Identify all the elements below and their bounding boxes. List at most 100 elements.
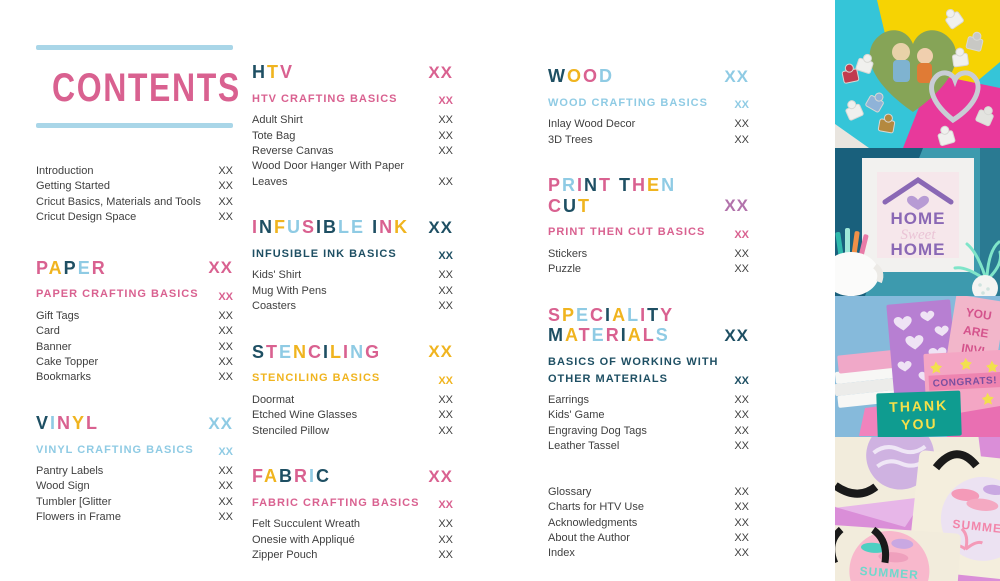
- toc-entry: Etched Wine Glasses XX: [252, 408, 453, 423]
- back-matter-list: Glossary XX Charts for HTV Use XX Acknowledg…: [548, 485, 749, 562]
- section-subtitle-row: PAPER CRAFTING BASICS XX: [36, 286, 233, 303]
- toc-entry-page: XX: [218, 480, 233, 493]
- toc-entry-page: XX: [218, 309, 233, 322]
- toc-entry-label: Onesie with Appliqué: [252, 533, 355, 546]
- toc-entry-label: Banner: [36, 340, 72, 353]
- toc-entry: Introduction XX: [36, 164, 233, 179]
- photo-greeting-cards: YOU ARE INVI CONGRATS! THA: [835, 296, 1000, 437]
- section-subtitle: WOOD CRAFTING BASICS: [548, 96, 708, 109]
- toc-entry: Mug With Pens XX: [252, 284, 453, 299]
- toc-entry-label: Doormat: [252, 393, 295, 406]
- section-subtitle-row: HTV CRAFTING BASICS XX: [252, 91, 453, 108]
- toc-entry-page: XX: [438, 424, 453, 437]
- toc-entry-page: XX: [734, 263, 749, 276]
- section-title-page: XX: [428, 466, 453, 486]
- toc-entry-page: XX: [438, 533, 453, 546]
- toc-entry-label: Glossary: [548, 485, 592, 498]
- toc-entry-page: XX: [438, 129, 453, 142]
- toc-entry: Stenciled Pillow XX: [252, 424, 453, 439]
- toc-section-vinyl: VINYL XX VINYL CRAFTING BASICS XX Pantry Lab…: [36, 413, 233, 526]
- toc-entry-page: XX: [438, 175, 453, 188]
- toc-entry-label: Flowers in Frame: [36, 511, 121, 524]
- toc-entry-label: Wood Sign: [36, 480, 90, 493]
- toc-entry: Reverse Canvas XX: [252, 144, 453, 159]
- section-heading-row: SPECIALITY MATERIALS XX: [548, 305, 749, 346]
- toc-entry-page: XX: [218, 511, 233, 524]
- toc-entry-page: XX: [218, 211, 233, 224]
- toc-entry-page: XX: [218, 495, 233, 508]
- toc-entry-page: XX: [734, 531, 749, 544]
- section-title-page: XX: [208, 413, 233, 433]
- section-subtitle-page: XX: [438, 250, 453, 263]
- frame-text-sweet: Sweet: [901, 227, 937, 243]
- section-subtitle-row: PRINT THEN CUT BASICS XX: [548, 224, 749, 241]
- photo-heart-puzzle: [835, 0, 1000, 148]
- toc-entry: 3D Trees XX: [548, 133, 749, 148]
- heart-photo-icon: [869, 30, 957, 113]
- section-subtitle-row: INFUSIBLE INK BASICS XX: [252, 246, 453, 263]
- section-subtitle-page: XX: [438, 499, 453, 512]
- toc-entry: Tote Bag XX: [252, 129, 453, 144]
- toc-entry-page: XX: [734, 547, 749, 560]
- toc-entry-label: Tumbler [Glitter: [36, 495, 112, 508]
- toc-entry-label: Zipper Pouch: [252, 549, 318, 562]
- toc-entry: Wood Door Hanger With Paper Leaves XX: [252, 159, 453, 190]
- toc-entry: Earrings XX: [548, 393, 749, 408]
- toc-entry-label: Card: [36, 325, 60, 338]
- toc-entry-page: XX: [218, 195, 233, 208]
- toc-entry-page: XX: [438, 284, 453, 297]
- section-title-page: XX: [428, 62, 453, 82]
- section-title: WOOD: [548, 66, 615, 86]
- section-heading-row: HTV XX: [252, 62, 453, 83]
- toc-entry: Glossary XX: [548, 485, 749, 500]
- toc-entry-label: Kids' Game: [548, 409, 605, 422]
- toc-entry-page: XX: [734, 440, 749, 453]
- heart-icon: [907, 195, 929, 210]
- toc-entry-label: Charts for HTV Use: [548, 501, 644, 514]
- toc-column-1-sections: PAPER XX PAPER CRAFTING BASICS XX Gift Tags X…: [36, 258, 233, 526]
- toc-entry-label: Leather Tassel: [548, 440, 620, 453]
- toc-entry: Gift Tags XX: [36, 309, 233, 324]
- roof-icon: [882, 176, 954, 205]
- congrats-banner: [928, 372, 1000, 391]
- toc-entry: Leather Tassel XX: [548, 439, 749, 454]
- toc-entry-label: Stickers: [548, 247, 588, 260]
- tote-bag-bottom: SUMMER: [835, 524, 961, 581]
- section-subtitle: PAPER CRAFTING BASICS: [36, 288, 199, 301]
- toc-entry-label: Engraving Dog Tags: [548, 424, 647, 437]
- toc-entry-label: Cricut Basics, Materials and Tools: [36, 195, 201, 208]
- toc-section-infusible-ink: INFUSIBLE INK XX INFUSIBLE INK BASICS XX Kid…: [252, 217, 453, 314]
- toc-entry-label: Earrings: [548, 394, 589, 407]
- toc-entry: Cricut Basics, Materials and Tools XX: [36, 195, 233, 210]
- page-title: CONTENTS: [52, 66, 241, 110]
- section-heading-row: INFUSIBLE INK XX: [252, 217, 453, 238]
- toc-entry: Doormat XX: [252, 393, 453, 408]
- toc-entry-label: Gift Tags: [36, 309, 80, 322]
- section-subtitle-page: XX: [438, 95, 453, 108]
- toc-entry-page: XX: [734, 118, 749, 131]
- toc-entry: Card XX: [36, 324, 233, 339]
- section-title-page: XX: [208, 258, 233, 278]
- heart-outline-icon: [929, 70, 981, 124]
- toc-entry: Cake Topper XX: [36, 355, 233, 370]
- section-subtitle-row: BASICS OF WORKING WITH OTHER MATERIALS XX: [548, 354, 749, 387]
- congrats-text: CONGRATS!: [933, 375, 998, 389]
- toc-section-stenciling: STENCILING XX STENCILING BASICS XX Doormat XX…: [252, 342, 453, 439]
- toc-entry: Zipper Pouch XX: [252, 548, 453, 563]
- section-subtitle-row: WOOD CRAFTING BASICS XX: [548, 95, 749, 112]
- plant-pot: [972, 275, 998, 296]
- toc-entry-page: XX: [734, 133, 749, 146]
- toc-entry: Pantry Labels XX: [36, 464, 233, 479]
- section-subtitle-row: VINYL CRAFTING BASICS XX: [36, 442, 233, 459]
- section-title-page: XX: [724, 326, 749, 346]
- section-title: SPECIALITY MATERIALS: [548, 304, 674, 346]
- toc-entry-page: XX: [218, 325, 233, 338]
- invite-card-text-you: YOU: [965, 305, 993, 323]
- invite-card-text-are: ARE: [962, 323, 989, 341]
- toc-entry-label: Bookmarks: [36, 371, 92, 384]
- section-subtitle: VINYL CRAFTING BASICS: [36, 443, 194, 456]
- toc-entry: Cricut Design Space XX: [36, 210, 233, 225]
- section-subtitle: STENCILING BASICS: [252, 372, 381, 385]
- toc-entry-page: XX: [734, 247, 749, 260]
- toc-entry-label: Getting Started: [36, 180, 110, 193]
